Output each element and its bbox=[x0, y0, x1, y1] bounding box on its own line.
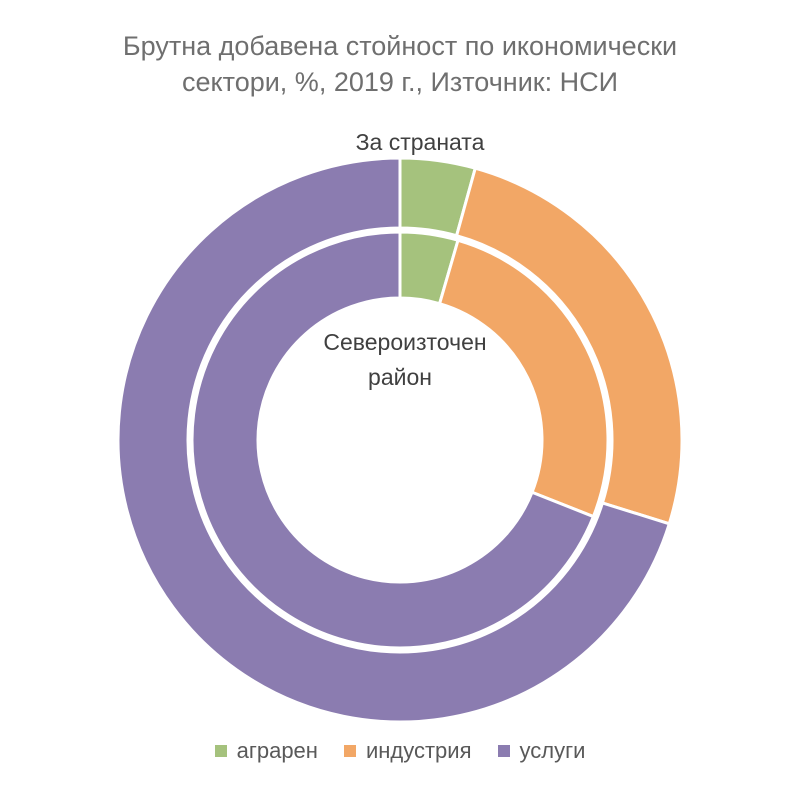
legend-label-industry: индустрия bbox=[365, 738, 472, 763]
chart-title-line-2: сектори, %, 2019 г., Източник: НСИ bbox=[182, 67, 618, 97]
outer-ring-label: За страната bbox=[356, 129, 485, 155]
inner-ring-label-line-1: Североизточен bbox=[323, 329, 486, 355]
legend-item-industry: индустрия bbox=[343, 738, 472, 764]
inner-ring-slice-services bbox=[190, 230, 596, 650]
slices-group bbox=[116, 156, 684, 724]
outer-ring-slice-industry bbox=[454, 166, 684, 526]
chart-title-line-1: Брутна добавена стойност по икономически bbox=[122, 31, 678, 61]
legend: аграрен индустрия услуги bbox=[0, 738, 800, 764]
chart-title: Брутна добавена стойност по икономически… bbox=[0, 28, 800, 100]
legend-item-services: услуги bbox=[497, 738, 586, 764]
legend-swatch-services bbox=[497, 745, 510, 757]
legend-swatch-industry bbox=[343, 745, 356, 757]
inner-ring-slice-industry bbox=[437, 238, 610, 519]
legend-swatch-agrarian bbox=[214, 745, 227, 757]
legend-label-services: услуги bbox=[519, 738, 586, 763]
inner-ring-label-line-2: район bbox=[368, 364, 432, 390]
legend-item-agrarian: аграрен bbox=[214, 738, 318, 764]
legend-label-agrarian: аграрен bbox=[236, 738, 318, 763]
outer-ring-slice-services bbox=[116, 156, 672, 724]
